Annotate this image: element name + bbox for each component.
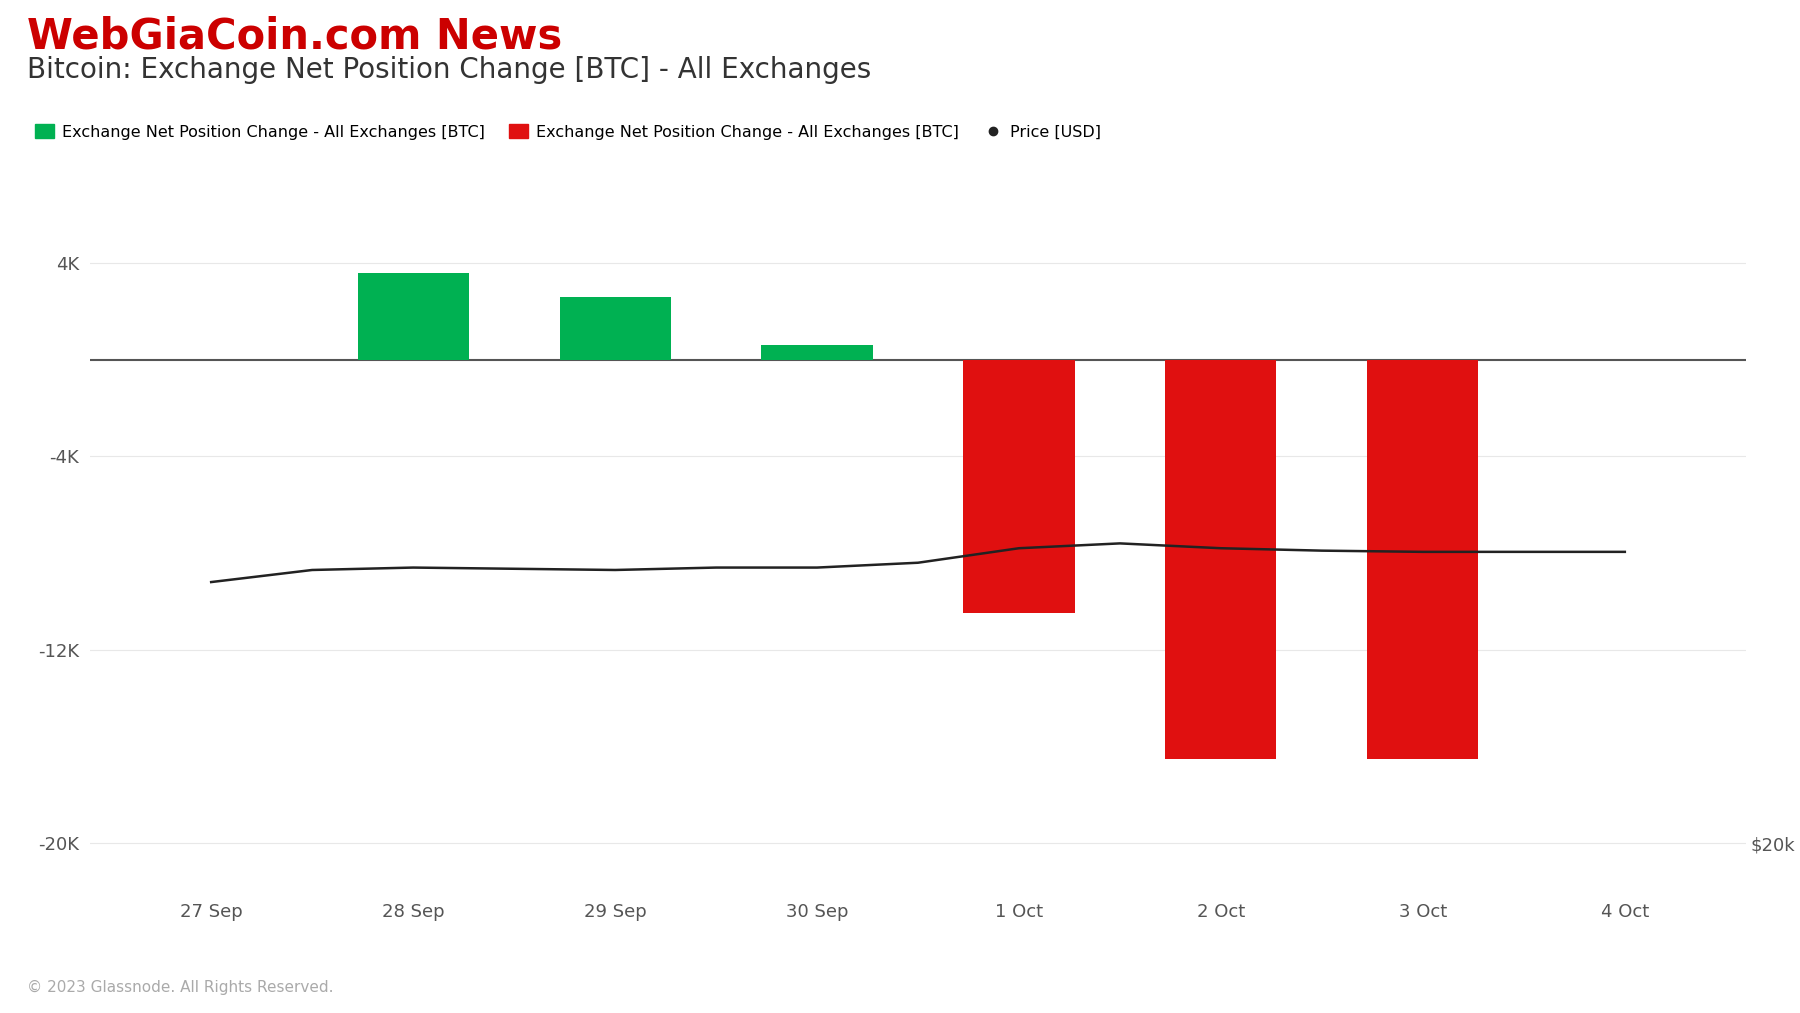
Bar xyxy=(761,345,873,360)
Bar xyxy=(560,297,671,360)
Bar xyxy=(1165,360,1276,759)
Bar xyxy=(963,360,1075,614)
Text: © 2023 Glassnode. All Rights Reserved.: © 2023 Glassnode. All Rights Reserved. xyxy=(27,980,333,995)
Bar xyxy=(358,272,468,360)
Text: Bitcoin: Exchange Net Position Change [BTC] - All Exchanges: Bitcoin: Exchange Net Position Change [B… xyxy=(27,56,871,84)
Text: WebGiaCoin.com News: WebGiaCoin.com News xyxy=(27,15,562,57)
Bar xyxy=(1368,360,1478,759)
Legend: Exchange Net Position Change - All Exchanges [BTC], Exchange Net Position Change: Exchange Net Position Change - All Excha… xyxy=(34,125,1102,140)
